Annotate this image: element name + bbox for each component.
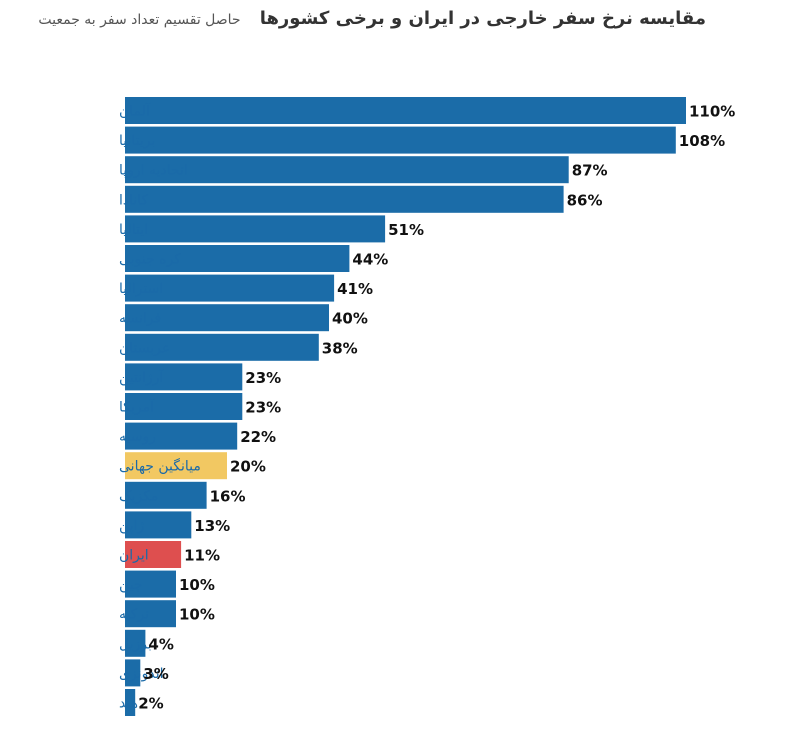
value-label: 87% bbox=[572, 162, 608, 180]
bar bbox=[125, 363, 243, 391]
bar bbox=[125, 393, 243, 420]
value-label: 44% bbox=[352, 251, 388, 269]
category-label: فرانسه bbox=[119, 311, 161, 327]
value-label: 86% bbox=[567, 191, 603, 209]
value-label: 51% bbox=[388, 221, 424, 239]
value-label: 11% bbox=[184, 547, 220, 565]
value-label: 3% bbox=[143, 665, 168, 683]
category-label: ایتالیا bbox=[119, 222, 148, 238]
bar bbox=[125, 570, 176, 598]
category-label: آرژانتین bbox=[119, 369, 164, 386]
bar bbox=[125, 274, 335, 302]
category-label: اتحادیه اروپا bbox=[119, 163, 188, 179]
bar bbox=[125, 97, 686, 124]
bar bbox=[125, 600, 176, 628]
bar bbox=[125, 452, 227, 480]
value-label: 40% bbox=[332, 310, 368, 328]
category-label: مکزیک bbox=[119, 488, 158, 504]
bar bbox=[125, 659, 141, 687]
bar bbox=[125, 304, 329, 332]
bar bbox=[125, 333, 319, 361]
value-label: 2% bbox=[138, 695, 163, 713]
category-label: برزیل bbox=[119, 636, 152, 652]
value-label: 23% bbox=[245, 399, 281, 417]
category-label: بریتانیا bbox=[119, 133, 155, 149]
category-label: اندونزی bbox=[119, 666, 163, 682]
category-label: ترکیه bbox=[119, 607, 149, 623]
bar bbox=[125, 215, 386, 243]
bar bbox=[125, 629, 146, 657]
category-label: آلمان bbox=[119, 103, 151, 120]
category-label: ایران bbox=[119, 548, 149, 564]
bar bbox=[125, 126, 676, 154]
value-label: 41% bbox=[337, 280, 373, 298]
value-label: 23% bbox=[245, 369, 281, 387]
value-label: 38% bbox=[322, 339, 358, 357]
category-label: آمریکا bbox=[119, 399, 155, 416]
bar bbox=[125, 422, 238, 450]
chart-header: مقایسه نرخ سفر خارجی در ایران و برخی کشو… bbox=[20, 8, 706, 29]
category-label: عربستان bbox=[119, 340, 170, 356]
bar bbox=[125, 511, 192, 539]
value-label: 10% bbox=[179, 606, 215, 624]
category-label: کره جنوبی bbox=[119, 252, 181, 268]
value-label: 13% bbox=[194, 517, 230, 535]
category-label: میانگین جهانی bbox=[119, 458, 201, 475]
bar bbox=[125, 541, 182, 568]
bar bbox=[125, 689, 136, 716]
category-label: چین bbox=[119, 577, 143, 593]
value-label: 4% bbox=[148, 635, 173, 653]
chart-title: مقایسه نرخ سفر خارجی در ایران و برخی کشو… bbox=[259, 8, 706, 29]
value-label: 20% bbox=[230, 458, 266, 476]
bar bbox=[125, 156, 569, 184]
category-label: استرالیا bbox=[119, 281, 163, 297]
value-label: 108% bbox=[679, 132, 725, 150]
value-label: 110% bbox=[689, 103, 735, 121]
category-label: روسیه bbox=[119, 429, 156, 445]
category-label: ژاپن bbox=[119, 518, 144, 534]
bar bbox=[125, 481, 207, 509]
category-label: کانادا bbox=[119, 192, 149, 208]
value-label: 16% bbox=[210, 487, 246, 505]
value-label: 10% bbox=[179, 576, 215, 594]
chart-subtitle: حاصل تقسیم تعداد سفر به جمعیت bbox=[38, 12, 241, 28]
bar bbox=[125, 185, 564, 213]
bar bbox=[125, 245, 350, 272]
category-label: هند bbox=[119, 696, 138, 712]
value-label: 22% bbox=[240, 428, 276, 446]
